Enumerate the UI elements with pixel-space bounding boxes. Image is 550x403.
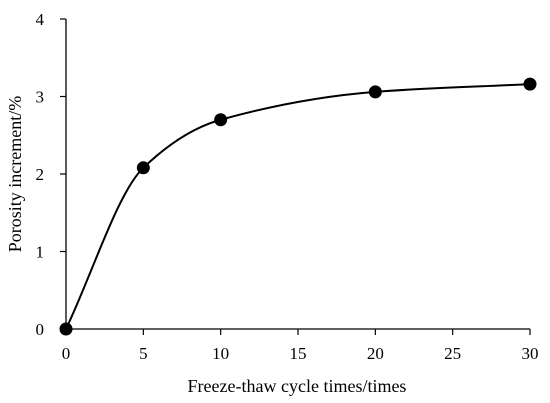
x-tick-label: 20 bbox=[367, 344, 384, 363]
data-point bbox=[136, 161, 150, 175]
series-line bbox=[65, 83, 531, 330]
y-tick-label: 3 bbox=[36, 88, 45, 107]
x-axis-ticks: 0 5 10 15 20 25 30 bbox=[62, 329, 539, 363]
data-point bbox=[214, 113, 228, 127]
y-tick-label: 2 bbox=[36, 165, 45, 184]
y-axis-label: Porosity increment/% bbox=[5, 96, 25, 252]
x-tick-label: 30 bbox=[522, 344, 539, 363]
data-point bbox=[523, 77, 537, 91]
y-tick-label: 4 bbox=[36, 10, 45, 29]
y-tick-label: 0 bbox=[36, 320, 45, 339]
x-axis-label: Freeze-thaw cycle times/times bbox=[188, 376, 407, 396]
y-tick-label: 1 bbox=[36, 243, 45, 262]
x-tick-label: 5 bbox=[139, 344, 148, 363]
plot-area bbox=[59, 19, 537, 336]
y-axis-ticks: 0 1 2 3 4 bbox=[36, 10, 66, 339]
x-tick-label: 0 bbox=[62, 344, 71, 363]
x-tick-label: 10 bbox=[212, 344, 229, 363]
x-tick-label: 15 bbox=[290, 344, 307, 363]
data-point bbox=[368, 85, 382, 99]
x-tick-label: 25 bbox=[444, 344, 461, 363]
